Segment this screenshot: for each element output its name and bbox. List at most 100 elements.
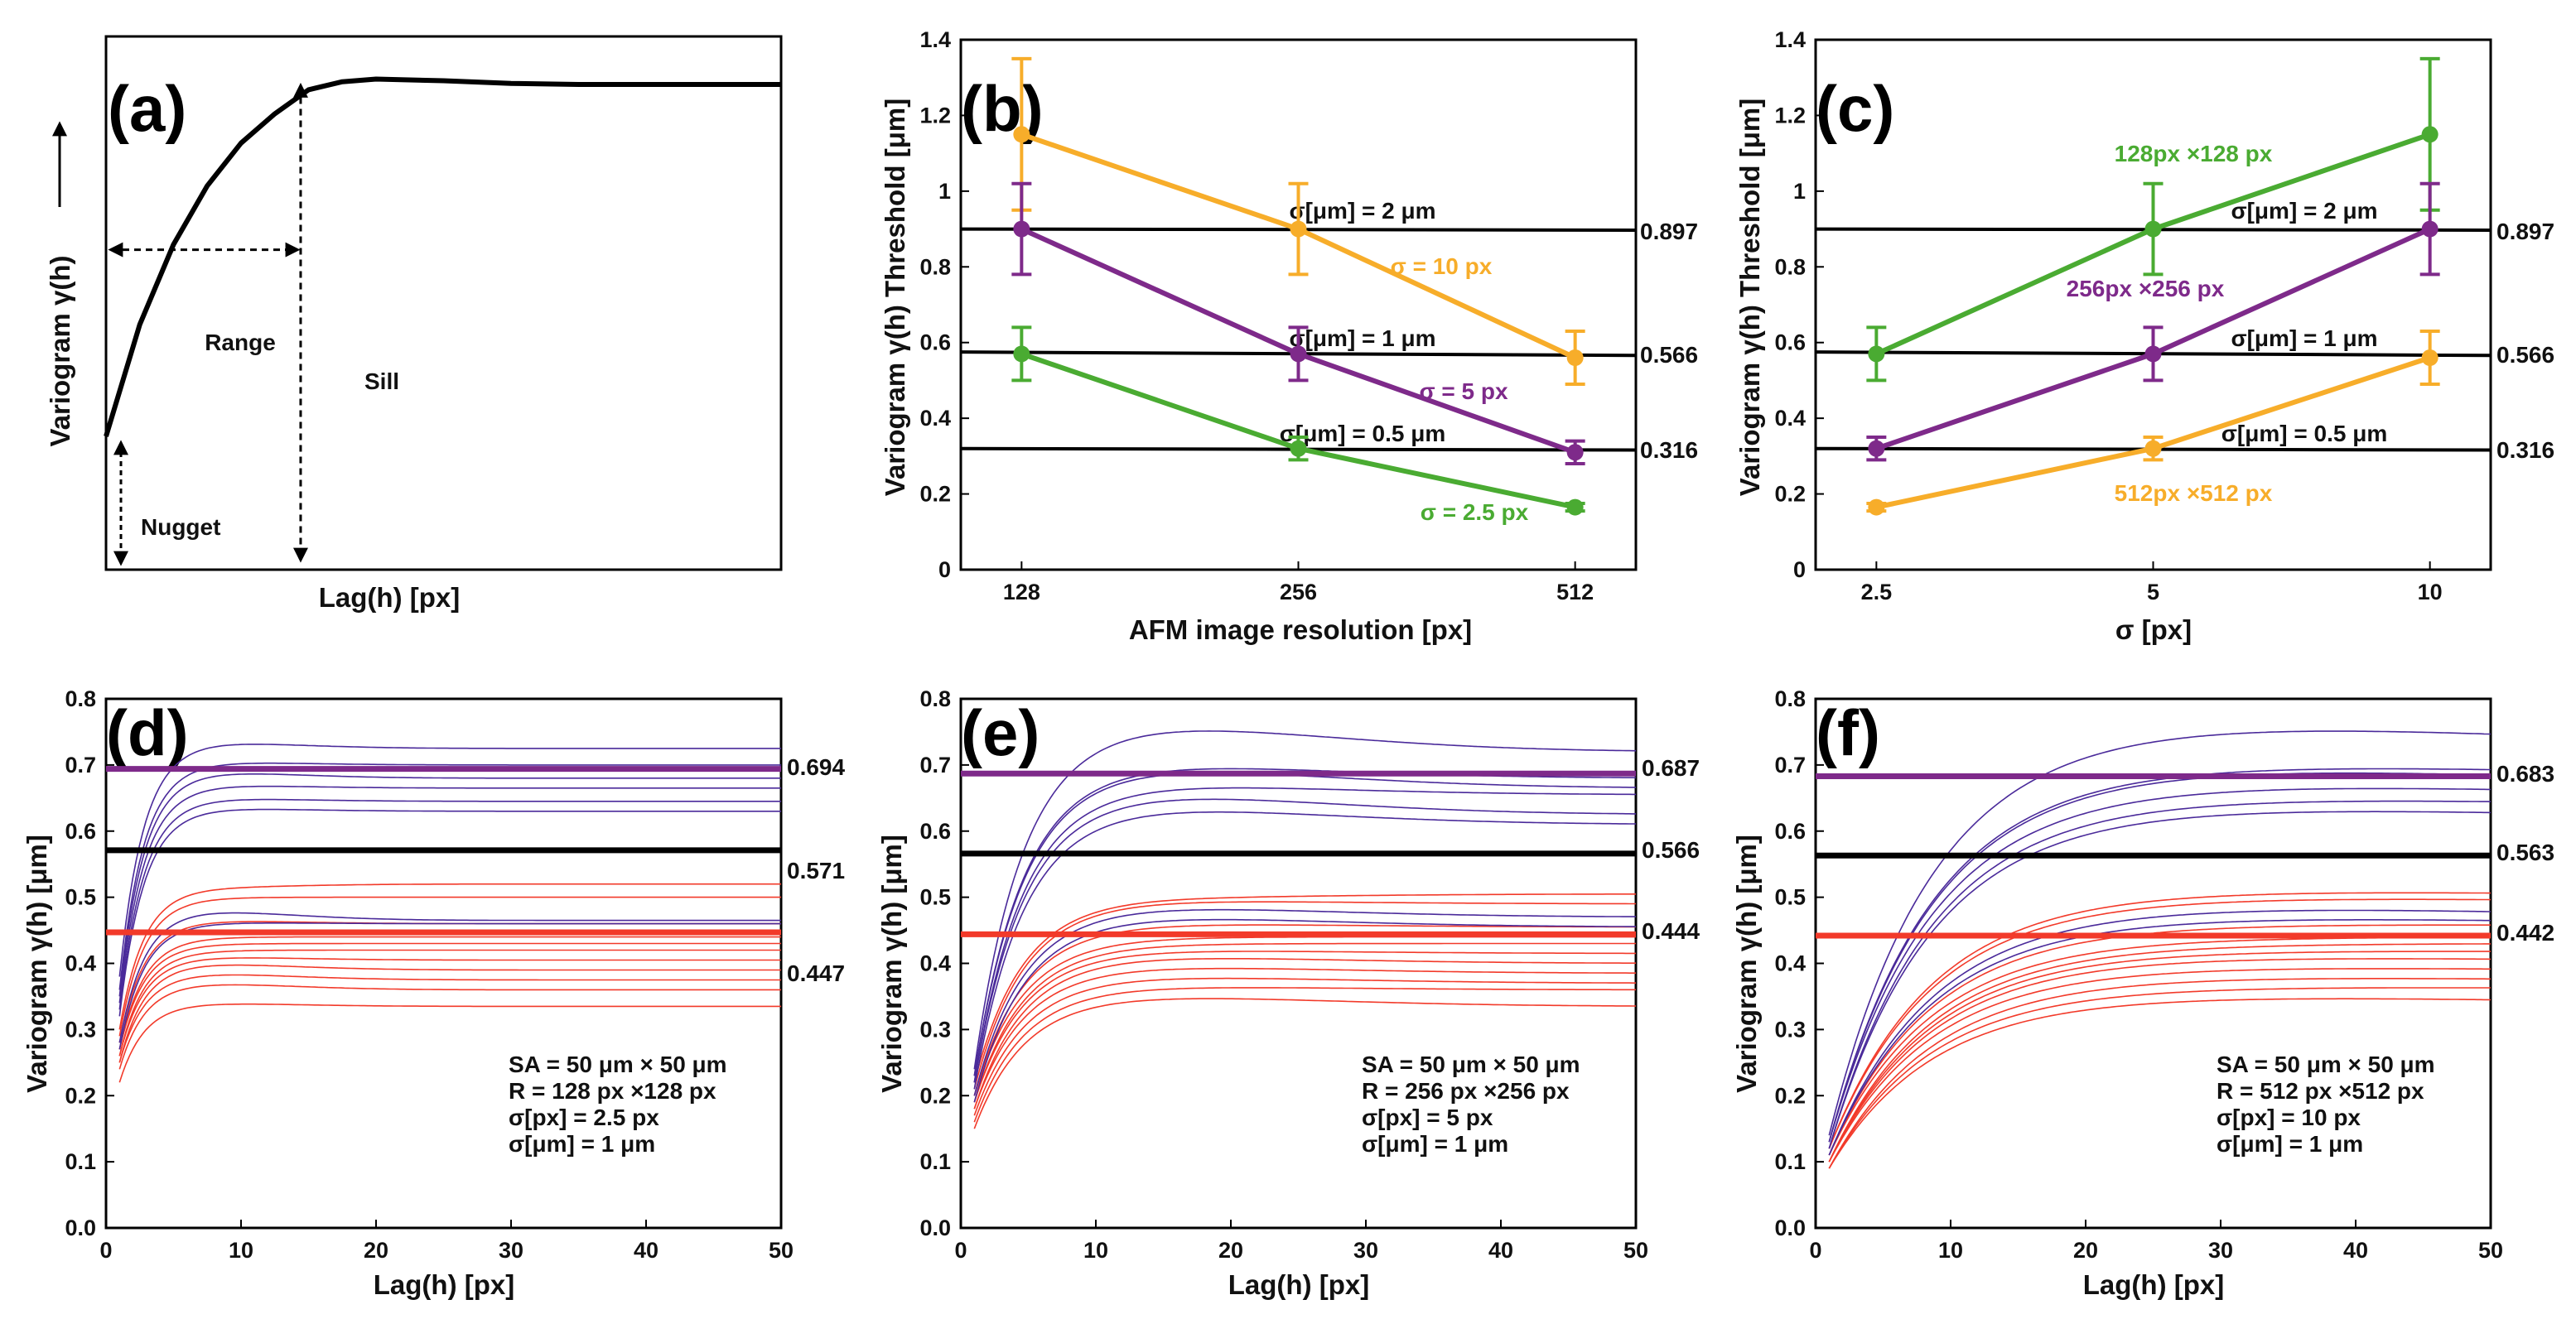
panel-a-label: (a) — [108, 72, 186, 145]
panel-c-series-label-512px: 512px ×512 px — [2115, 480, 2273, 506]
panel-e-threshold-label-purple: 0.687 — [1642, 755, 1700, 781]
panel-d-info-sigma-um: σ[μm] = 1 μm — [509, 1131, 655, 1157]
panel-e-x-axis-title: Lag(h) [px] — [1228, 1269, 1369, 1300]
panel-b-data-point — [1013, 126, 1030, 143]
panel-e-info-sa: SA = 50 μm × 50 μm — [1362, 1052, 1580, 1077]
panel-b-ref-value-0566: 0.566 — [1640, 342, 1698, 368]
panel-e-red-variogram-curve — [973, 893, 1636, 1083]
panel-d-blue-variogram-curve — [118, 785, 781, 1004]
panel-f-threshold-label-purple: 0.683 — [2496, 761, 2554, 787]
panel-c-data-point — [2421, 220, 2439, 238]
panel-b-data-point — [1290, 220, 1307, 238]
panel-f-y-tick-label: 0.3 — [1774, 1017, 1806, 1042]
panel-d-blue-variogram-curve — [118, 912, 781, 1043]
panel-a-x-axis-title: Lag(h) [px] — [319, 582, 460, 613]
panel-f-red-variogram-curve — [1828, 936, 2491, 1156]
panel-d-blue-variogram-curve — [118, 744, 781, 977]
panel-e-variogram-256px: (e) Lag(h) [px] Variogram γ(h) [μm] 0.68… — [876, 686, 1700, 1300]
panel-d-label: (d) — [106, 696, 189, 769]
panel-f-info-sa: SA = 50 μm × 50 μm — [2217, 1052, 2435, 1077]
panel-d-red-variogram-curve — [118, 974, 781, 1063]
schematic-variogram-curve — [104, 76, 781, 437]
panel-c-series-label-128px: 128px ×128 px — [2115, 141, 2273, 166]
panel-d-red-variogram-curve — [118, 949, 781, 1057]
panel-c-ref-value-0316: 0.316 — [2496, 437, 2554, 463]
panel-c-y-tick-label: 1 — [1793, 179, 1806, 204]
nugget-annotation: Nugget — [141, 514, 220, 540]
panel-e-x-tick-label: 40 — [1488, 1238, 1513, 1263]
panel-d-red-variogram-curve — [118, 936, 781, 1050]
panel-f-red-variogram-curve — [1828, 924, 2491, 1156]
panel-f-red-variogram-curve — [1828, 943, 2491, 1163]
panel-b-x-axis-title: AFM image resolution [px] — [1129, 614, 1472, 645]
panel-f-red-variogram-curve — [1828, 958, 2492, 1163]
panel-d-red-variogram-curve — [118, 942, 781, 1050]
panel-b-ref-label-05um: σ[μm] = 0.5 μm — [1280, 421, 1445, 446]
panel-c-data-point — [2144, 440, 2162, 457]
panel-b-y-tick-label: 1.4 — [919, 27, 951, 52]
panel-d-y-tick-label: 0.7 — [65, 753, 96, 777]
panel-f-info-sigma-px: σ[px] = 10 px — [2217, 1105, 2361, 1130]
panel-f-threshold-label-red: 0.442 — [2496, 920, 2554, 946]
panel-b-threshold-vs-resolution: (b) AFM image resolution [px] Variogram … — [880, 27, 1698, 645]
panel-f-x-tick-label: 30 — [2208, 1238, 2233, 1263]
panel-c-y-tick-label: 0.8 — [1774, 254, 1806, 279]
panel-e-y-tick-label: 0.5 — [919, 885, 951, 910]
panel-f-blue-variogram-curve — [1828, 800, 2492, 1149]
panel-e-label: (e) — [961, 696, 1040, 769]
panel-e-y-tick-label: 0.0 — [919, 1216, 951, 1240]
panel-e-blue-variogram-curve — [973, 730, 1636, 1070]
panel-e-x-tick-label: 0 — [954, 1238, 967, 1263]
panel-d-x-tick-label: 10 — [229, 1238, 253, 1263]
panel-d-threshold-label-black: 0.571 — [787, 858, 845, 883]
panel-e-red-variogram-curve — [973, 942, 1636, 1103]
panel-f-y-tick-label: 0.2 — [1774, 1083, 1806, 1108]
panel-f-red-variogram-curve — [1828, 951, 2491, 1163]
panel-d-y-tick-label: 0.5 — [65, 885, 96, 910]
panel-e-y-tick-label: 0.4 — [919, 951, 951, 976]
panel-d-red-variogram-curve — [118, 883, 781, 1030]
panel-d-y-tick-label: 0.2 — [65, 1083, 96, 1108]
panel-f-blue-variogram-curve — [1828, 811, 2492, 1149]
panel-b-plot-frame — [959, 38, 1638, 571]
panel-e-info-r: R = 256 px ×256 px — [1362, 1078, 1570, 1104]
panel-d-x-tick-label: 20 — [364, 1238, 388, 1263]
panel-f-x-tick-label: 50 — [2478, 1238, 2503, 1263]
panel-f-y-tick-label: 0.0 — [1774, 1216, 1806, 1240]
panel-b-data-point — [1013, 220, 1030, 238]
panel-c-x-tick-label: 5 — [2147, 580, 2159, 604]
panel-c-y-tick-label: 1.4 — [1774, 27, 1806, 52]
panel-d-y-tick-label: 0.3 — [65, 1017, 96, 1042]
panel-e-red-variogram-curve — [973, 998, 1636, 1129]
panel-c-x-tick-label: 2.5 — [1861, 580, 1893, 604]
panel-c-ref-label-05um: σ[μm] = 0.5 μm — [2221, 421, 2387, 446]
panel-c-data-point — [2144, 220, 2162, 238]
panel-d-y-tick-label: 0.4 — [65, 951, 96, 976]
panel-c-data-point — [2144, 345, 2162, 363]
panel-d-y-tick-label: 0.6 — [65, 819, 96, 844]
panel-b-y-axis-title: Variogram γ(h) Threshold [μm] — [880, 99, 910, 496]
sill-annotation: Sill — [364, 368, 399, 394]
panel-f-y-axis-title: Variogram γ(h) [μm] — [1731, 835, 1762, 1093]
panel-c-ref-value-0897: 0.897 — [2496, 219, 2554, 244]
panel-d-red-variogram-curve — [118, 964, 781, 1063]
panel-e-info-sigma-px: σ[px] = 5 px — [1362, 1105, 1493, 1130]
panel-f-info-sigma-um: σ[μm] = 1 μm — [2217, 1131, 2363, 1157]
panel-c-data-point — [2421, 126, 2439, 143]
panel-d-blue-variogram-curve — [118, 798, 781, 1010]
panel-b-ref-label-1um: σ[μm] = 1 μm — [1289, 325, 1435, 351]
panel-d-y-axis-title: Variogram γ(h) [μm] — [22, 835, 52, 1093]
panel-d-x-axis-title: Lag(h) [px] — [374, 1269, 514, 1300]
panel-d-variogram-128px: (d) Lag(h) [px] Variogram γ(h) [μm] 0.69… — [22, 686, 845, 1300]
panel-e-red-variogram-curve — [973, 967, 1636, 1110]
panel-c-y-tick-label: 1.2 — [1774, 103, 1806, 128]
panel-d-x-tick-label: 50 — [769, 1238, 794, 1263]
panel-f-threshold-label-black: 0.563 — [2496, 840, 2554, 865]
panel-c-x-axis-title: σ [px] — [2115, 614, 2192, 645]
panel-c-y-tick-label: 0 — [1793, 557, 1806, 582]
panel-b-ref-label-2um: σ[μm] = 2 μm — [1289, 198, 1435, 224]
panel-e-blue-variogram-curve — [973, 787, 1636, 1083]
panel-e-y-tick-label: 0.2 — [919, 1083, 951, 1108]
panel-c-data-point — [1868, 440, 1885, 457]
